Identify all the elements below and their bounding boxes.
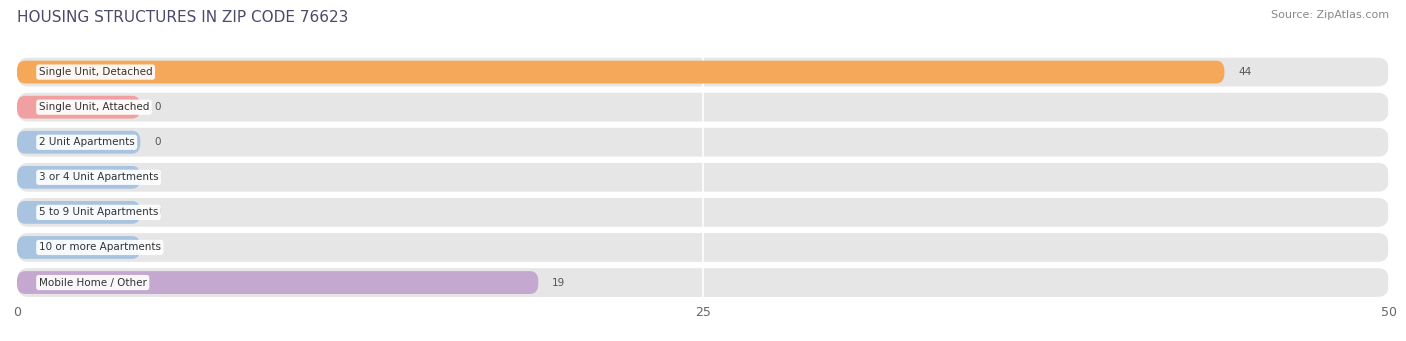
FancyBboxPatch shape <box>17 166 141 189</box>
Text: 0: 0 <box>155 102 160 112</box>
FancyBboxPatch shape <box>17 128 1389 157</box>
Text: 5 to 9 Unit Apartments: 5 to 9 Unit Apartments <box>39 207 159 218</box>
Text: HOUSING STRUCTURES IN ZIP CODE 76623: HOUSING STRUCTURES IN ZIP CODE 76623 <box>17 10 349 25</box>
FancyBboxPatch shape <box>17 96 141 119</box>
Text: 44: 44 <box>1239 67 1251 77</box>
FancyBboxPatch shape <box>17 201 141 224</box>
FancyBboxPatch shape <box>17 131 141 154</box>
Text: 0: 0 <box>155 137 160 147</box>
FancyBboxPatch shape <box>17 198 1389 227</box>
FancyBboxPatch shape <box>17 271 538 294</box>
Text: 19: 19 <box>553 278 565 287</box>
Text: 0: 0 <box>155 172 160 182</box>
Text: 10 or more Apartments: 10 or more Apartments <box>39 242 160 252</box>
Text: 0: 0 <box>155 242 160 252</box>
Text: Mobile Home / Other: Mobile Home / Other <box>39 278 146 287</box>
Text: Single Unit, Attached: Single Unit, Attached <box>39 102 149 112</box>
Text: Source: ZipAtlas.com: Source: ZipAtlas.com <box>1271 10 1389 20</box>
Text: Single Unit, Detached: Single Unit, Detached <box>39 67 152 77</box>
FancyBboxPatch shape <box>17 268 1389 297</box>
FancyBboxPatch shape <box>17 58 1389 87</box>
Text: 3 or 4 Unit Apartments: 3 or 4 Unit Apartments <box>39 172 159 182</box>
FancyBboxPatch shape <box>17 93 1389 121</box>
Text: 2 Unit Apartments: 2 Unit Apartments <box>39 137 135 147</box>
Text: 0: 0 <box>155 207 160 218</box>
FancyBboxPatch shape <box>17 233 1389 262</box>
FancyBboxPatch shape <box>17 61 1225 84</box>
FancyBboxPatch shape <box>17 236 141 259</box>
FancyBboxPatch shape <box>17 163 1389 192</box>
